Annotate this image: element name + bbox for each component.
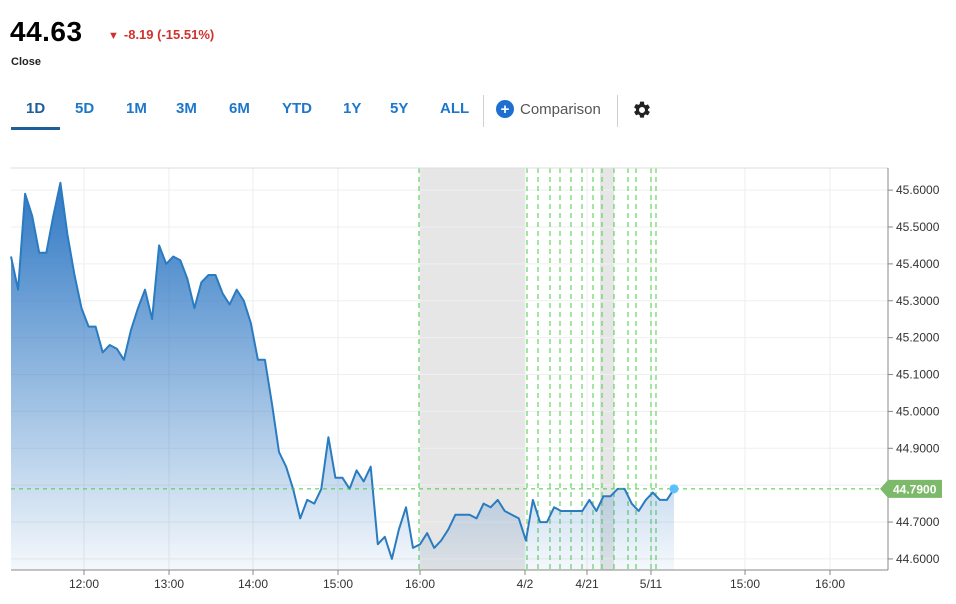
x-tick-label: 4/21	[575, 577, 599, 591]
y-tick-label: 45.1000	[896, 368, 940, 382]
x-tick-label: 16:00	[815, 577, 845, 591]
y-tick-label: 45.3000	[896, 294, 940, 308]
y-tick-label: 45.4000	[896, 257, 940, 271]
y-tick-label: 44.9000	[896, 441, 940, 455]
y-tick-label: 45.0000	[896, 404, 940, 418]
x-tick-label: 16:00	[405, 577, 435, 591]
x-tick-label: 5/11	[640, 577, 663, 591]
x-tick-label: 15:00	[730, 577, 760, 591]
y-tick-label: 44.7000	[896, 515, 940, 529]
x-tick-label: 15:00	[323, 577, 353, 591]
x-tick-label: 4/2	[517, 577, 534, 591]
last-price-badge-label: 44.7900	[893, 482, 937, 496]
shaded-gap-region	[420, 168, 525, 570]
last-price-marker	[670, 484, 679, 493]
y-tick-label: 45.6000	[896, 183, 940, 197]
x-tick-label: 12:00	[69, 577, 99, 591]
y-tick-label: 45.5000	[896, 220, 940, 234]
x-tick-label: 13:00	[154, 577, 184, 591]
x-tick-label: 14:00	[238, 577, 268, 591]
y-tick-label: 45.2000	[896, 331, 940, 345]
y-tick-label: 44.6000	[896, 552, 940, 566]
